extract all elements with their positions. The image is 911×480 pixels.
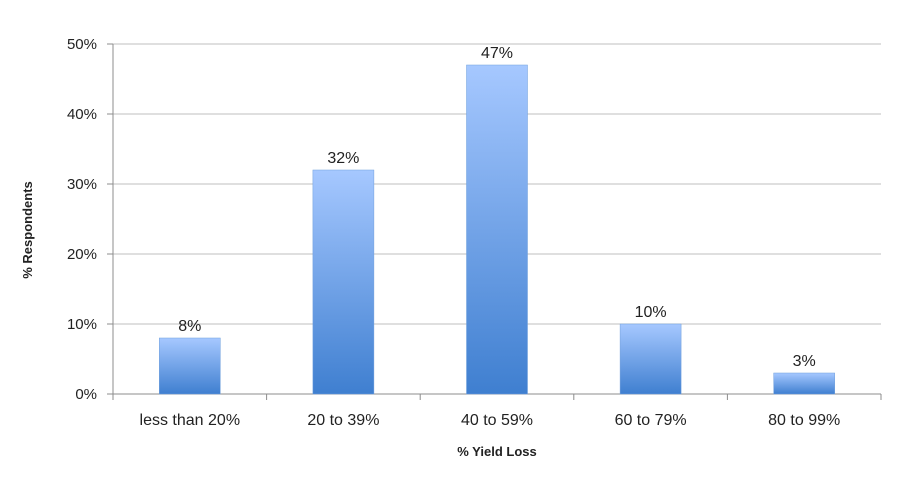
bar-data-label: 3% — [793, 353, 816, 370]
x-tick-label: less than 20% — [140, 412, 241, 429]
x-tick-label: 60 to 79% — [615, 412, 687, 429]
bar — [466, 64, 528, 395]
y-tick-label: 40% — [67, 106, 97, 123]
bar-data-label: 47% — [481, 45, 513, 62]
bar — [312, 169, 375, 395]
x-tick-label: 40 to 59% — [461, 412, 533, 429]
bar-data-label: 32% — [327, 150, 359, 167]
bars — [159, 64, 835, 395]
bar — [159, 337, 221, 395]
labels: 0% 10% 20% 30% 40% 50% 8% less than 20% 32% 20 to… — [67, 36, 840, 429]
bar — [773, 372, 835, 395]
x-tick-label: 20 to 39% — [307, 412, 379, 429]
y-tick-label: 20% — [67, 246, 97, 263]
x-axis-title: % Yield Loss — [457, 444, 536, 459]
y-axis-title: % Respondents — [20, 181, 35, 279]
y-tick-label: 10% — [67, 316, 97, 333]
bar-data-label: 8% — [178, 318, 201, 335]
x-tick-label: 80 to 99% — [768, 412, 840, 429]
bar-data-label: 10% — [635, 304, 667, 321]
y-tick-label: 50% — [67, 36, 97, 53]
y-tick-label: 30% — [67, 176, 97, 193]
bar — [619, 323, 682, 395]
y-tick-label: 0% — [75, 386, 97, 403]
